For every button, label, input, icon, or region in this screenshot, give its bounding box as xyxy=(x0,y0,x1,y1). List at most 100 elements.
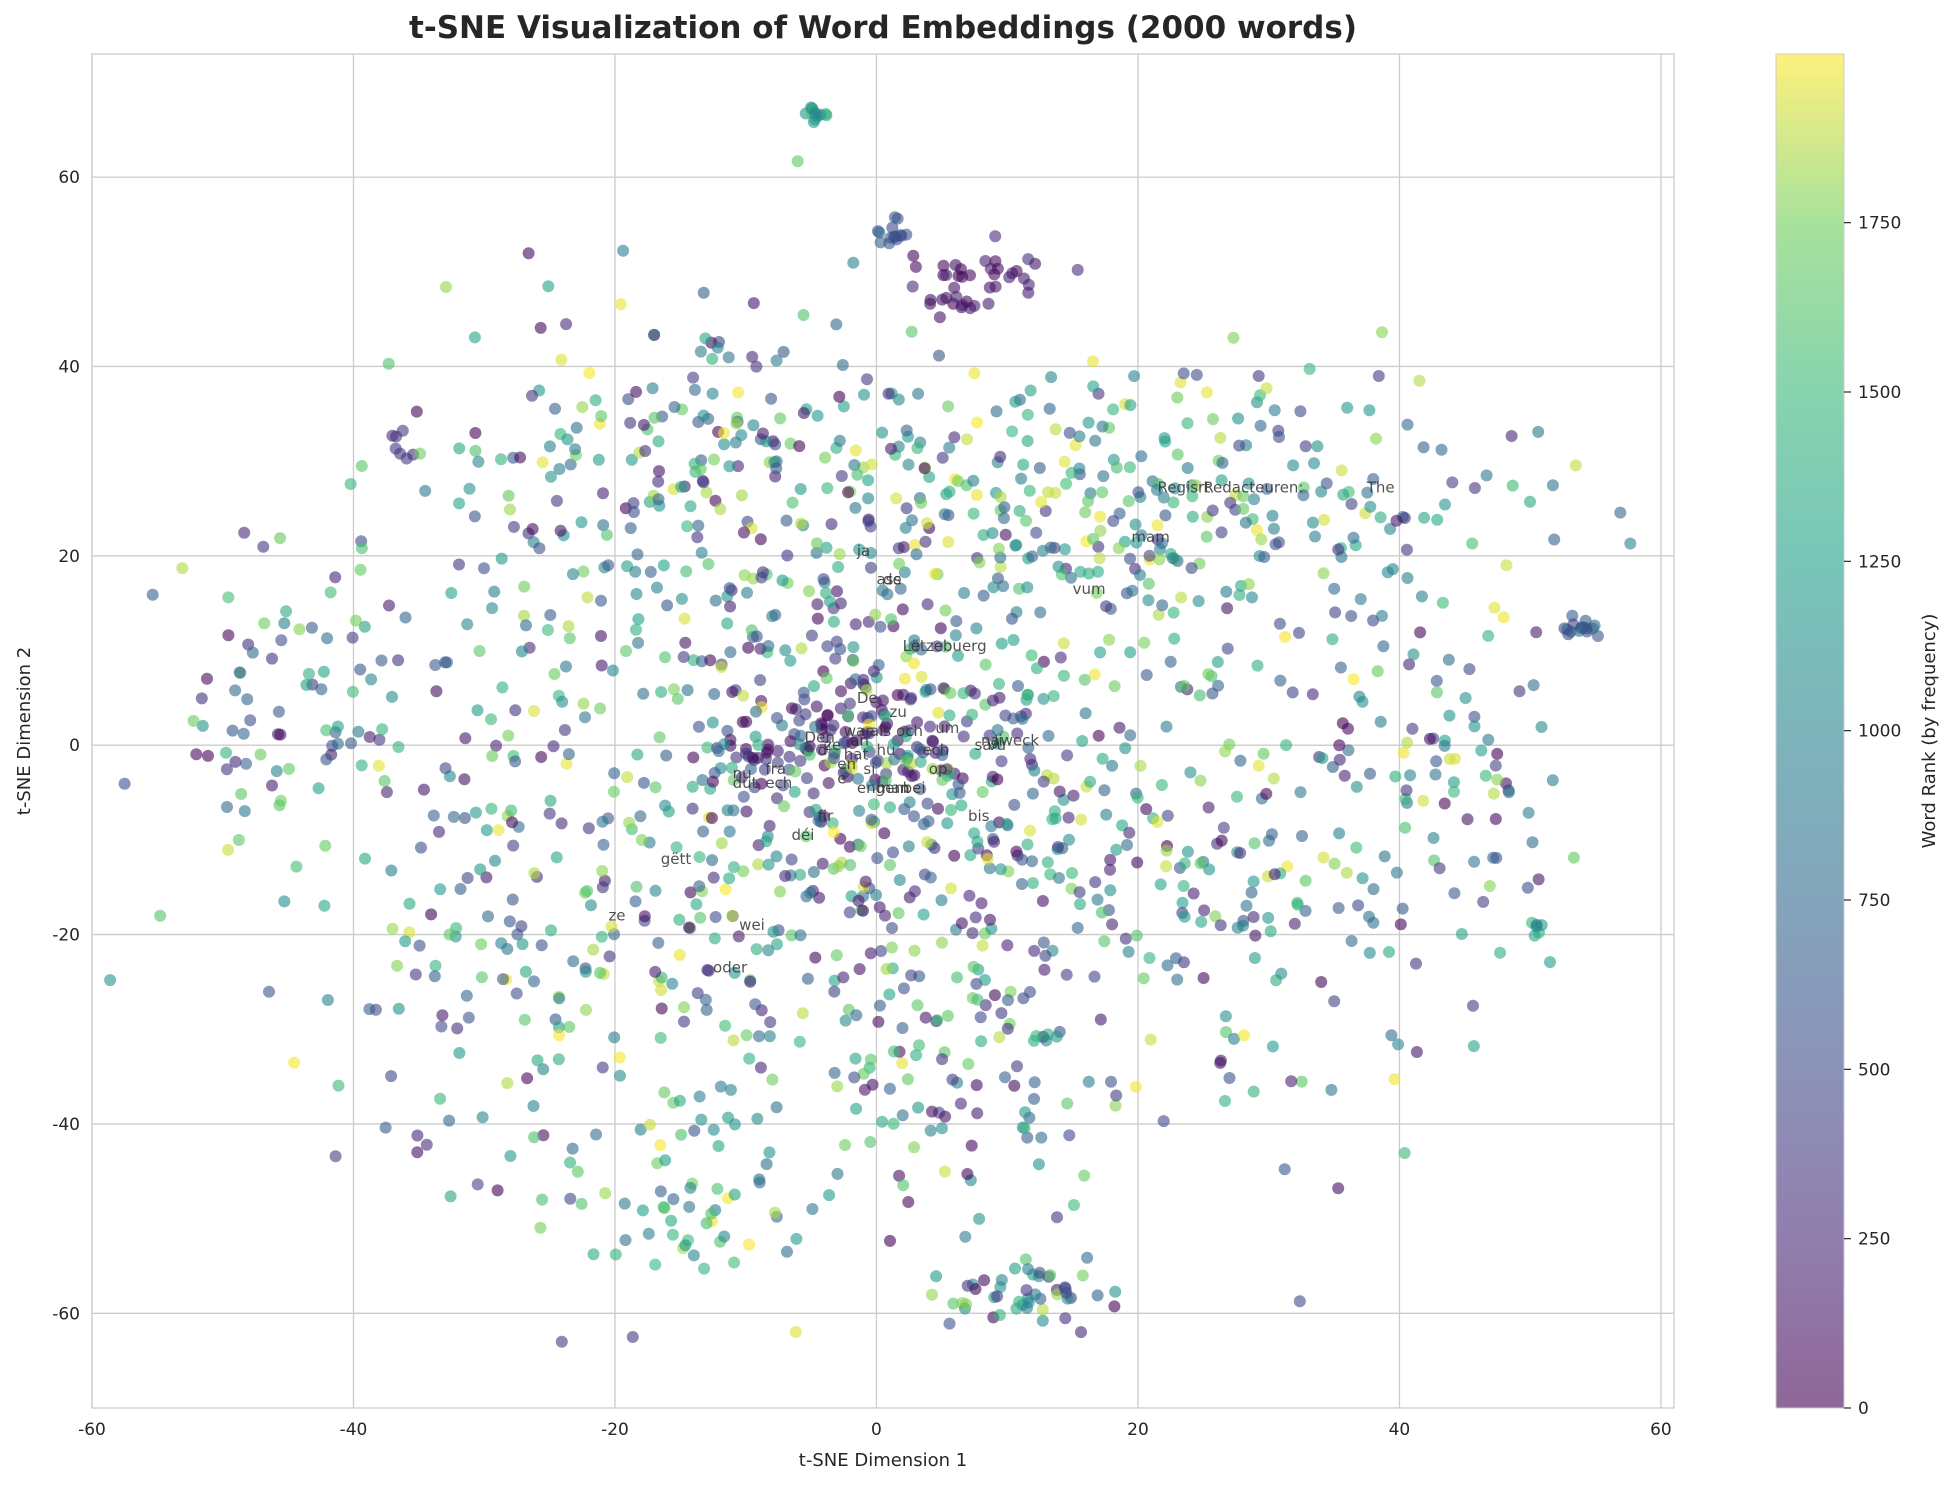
scatter-point xyxy=(776,574,789,587)
scatter-point xyxy=(1015,472,1028,485)
scatter-point xyxy=(804,886,817,899)
scatter-point xyxy=(1028,764,1041,777)
scatter-point xyxy=(1367,614,1380,627)
scatter-point xyxy=(725,761,738,774)
scatter-point xyxy=(232,834,245,846)
scatter-point xyxy=(917,746,930,759)
scatter-point xyxy=(1171,391,1184,404)
scatter-point xyxy=(1124,729,1137,742)
scatter-point xyxy=(634,1123,647,1136)
scatter-point xyxy=(1171,448,1184,461)
scatter-point xyxy=(862,474,875,487)
scatter-point xyxy=(1110,843,1123,856)
scatter-point xyxy=(614,1069,626,1082)
scatter-point xyxy=(1103,633,1116,646)
scatter-point xyxy=(865,813,878,826)
scatter-point xyxy=(1094,646,1107,659)
scatter-point xyxy=(1058,455,1071,468)
scatter-point xyxy=(637,776,650,789)
word-annotation: d' xyxy=(818,741,832,759)
scatter-point xyxy=(867,798,880,811)
scatter-point xyxy=(960,295,973,308)
scatter-point xyxy=(726,686,739,698)
scatter-point xyxy=(202,749,214,762)
scatter-point xyxy=(1263,834,1275,847)
word-annotation: ass xyxy=(876,571,901,589)
scatter-point xyxy=(1318,513,1331,526)
scatter-point xyxy=(707,1123,720,1136)
colorbar-tick-label: 1000 xyxy=(1858,722,1901,742)
scatter-point xyxy=(373,733,386,746)
scatter-point xyxy=(910,548,923,561)
scatter-point xyxy=(1037,775,1050,788)
scatter-point xyxy=(896,1057,909,1070)
scatter-point xyxy=(673,913,686,926)
scatter-point xyxy=(576,401,589,414)
scatter-point xyxy=(502,729,515,742)
scatter-point xyxy=(797,407,810,419)
scatter-point xyxy=(266,779,278,792)
scatter-point xyxy=(652,435,665,448)
scatter-point xyxy=(1247,875,1260,888)
scatter-point xyxy=(221,801,233,813)
scatter-point xyxy=(971,1107,984,1120)
scatter-point xyxy=(560,318,573,331)
scatter-point xyxy=(1024,384,1037,397)
scatter-point xyxy=(718,427,730,439)
scatter-point xyxy=(331,720,344,733)
scatter-point xyxy=(737,526,750,539)
scatter-point xyxy=(832,860,845,873)
scatter-point xyxy=(1233,589,1246,601)
scatter-point xyxy=(807,787,820,800)
scatter-point xyxy=(561,433,574,446)
scatter-point xyxy=(730,751,743,764)
scatter-point xyxy=(827,826,840,839)
scatter-point xyxy=(1315,976,1328,988)
scatter-point xyxy=(1337,488,1350,501)
scatter-point xyxy=(652,475,665,488)
scatter-point xyxy=(816,743,828,756)
scatter-point xyxy=(701,741,714,754)
scatter-point xyxy=(780,514,793,527)
scatter-point xyxy=(649,884,662,897)
scatter-point xyxy=(742,641,755,654)
scatter-point xyxy=(1007,634,1020,646)
scatter-point xyxy=(666,1228,679,1241)
scatter-point xyxy=(667,1193,680,1206)
scatter-point xyxy=(933,311,946,324)
scatter-point xyxy=(504,503,516,516)
scatter-point xyxy=(719,883,732,896)
scatter-point xyxy=(828,1066,841,1079)
scatter-point xyxy=(439,762,452,775)
scatter-point xyxy=(482,910,494,923)
scatter-point xyxy=(1206,504,1219,517)
scatter-point xyxy=(737,689,750,702)
scatter-point xyxy=(1164,655,1177,668)
scatter-point xyxy=(853,804,866,817)
scatter-point xyxy=(700,1003,713,1016)
scatter-point xyxy=(620,645,632,657)
scatter-point xyxy=(1157,1115,1170,1128)
scatter-point xyxy=(961,433,973,446)
colorbar-label: Word Rank (by frequency) xyxy=(1919,614,1940,849)
scatter-point xyxy=(630,385,643,398)
scatter-point xyxy=(1350,841,1363,854)
scatter-point xyxy=(869,756,882,769)
scatter-point xyxy=(1012,680,1024,692)
scatter-point xyxy=(770,1101,783,1114)
scatter-point xyxy=(1363,946,1376,959)
scatter-point xyxy=(1015,878,1028,890)
scatter-point xyxy=(809,951,822,964)
scatter-point xyxy=(1178,910,1191,923)
scatter-point xyxy=(869,608,882,621)
scatter-point xyxy=(829,652,842,665)
scatter-point xyxy=(693,851,706,863)
scatter-point xyxy=(1502,786,1515,799)
scatter-point xyxy=(1036,895,1049,907)
scatter-point xyxy=(1429,768,1442,781)
scatter-point xyxy=(569,443,582,456)
scatter-point xyxy=(801,772,813,785)
scatter-point xyxy=(1019,1106,1032,1119)
scatter-point xyxy=(971,416,983,429)
scatter-point xyxy=(683,1200,696,1213)
